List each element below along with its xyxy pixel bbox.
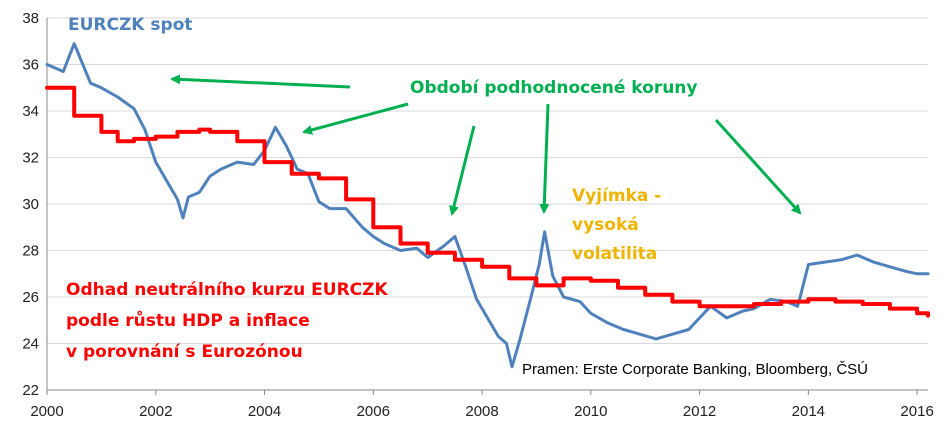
x-tick-label: 2010 bbox=[574, 403, 607, 420]
x-tick-label: 2012 bbox=[683, 403, 716, 420]
y-tick-label: 24 bbox=[22, 336, 39, 353]
x-tick-labels: 2000 2002 2004 2006 2008 2010 2012 2014 2016 bbox=[30, 390, 934, 420]
x-tick-label: 2008 bbox=[465, 403, 498, 420]
series-line-neutral bbox=[45, 85, 930, 318]
arrow-2014 bbox=[714, 118, 802, 215]
x-tick-label: 2000 bbox=[30, 403, 63, 420]
arrow-2007 bbox=[449, 125, 476, 216]
series-line-spot bbox=[45, 42, 930, 369]
exception-label-3: volatilita bbox=[572, 244, 657, 264]
y-tick-label: 32 bbox=[22, 150, 39, 167]
y-tick-label: 34 bbox=[22, 103, 39, 120]
exception-label-2: vysoká bbox=[572, 215, 639, 235]
y-tick-label: 28 bbox=[22, 243, 39, 260]
neutral-label-1: Odhad neutrálního kurzu EURCZK bbox=[66, 280, 388, 300]
series-lines bbox=[45, 42, 930, 369]
x-tick-label: 2016 bbox=[900, 403, 933, 420]
x-tick-label: 2002 bbox=[139, 403, 172, 420]
x-tick-label: 2014 bbox=[792, 403, 825, 420]
annotation-arrows bbox=[170, 74, 802, 216]
y-tick-labels: 22 24 26 28 30 32 34 36 38 bbox=[22, 10, 39, 399]
arrow-2000 bbox=[170, 74, 351, 89]
y-tick-label: 38 bbox=[22, 10, 39, 27]
x-tick-label: 2004 bbox=[248, 403, 281, 420]
neutral-label-2: podle růstu HDP a inflace bbox=[66, 309, 310, 331]
source-label: Pramen: Erste Corporate Banking, Bloombe… bbox=[522, 361, 868, 378]
neutral-label-3: v porovnání s Eurozónou bbox=[66, 342, 303, 362]
arrow-2004 bbox=[302, 102, 409, 135]
x-tick-label: 2006 bbox=[357, 403, 390, 420]
y-tick-label: 22 bbox=[22, 382, 39, 399]
arrow-2009 bbox=[539, 103, 550, 214]
undervalued-label: Období podhodnocené koruny bbox=[410, 78, 698, 98]
y-tick-label: 26 bbox=[22, 289, 39, 306]
y-tick-label: 36 bbox=[22, 57, 39, 74]
y-tick-label: 30 bbox=[22, 196, 39, 213]
axes bbox=[46, 18, 928, 391]
spot-label: EURCZK spot bbox=[68, 15, 193, 35]
exception-label-1: Vyjímka - bbox=[572, 186, 661, 206]
grid-lines bbox=[47, 17, 928, 344]
